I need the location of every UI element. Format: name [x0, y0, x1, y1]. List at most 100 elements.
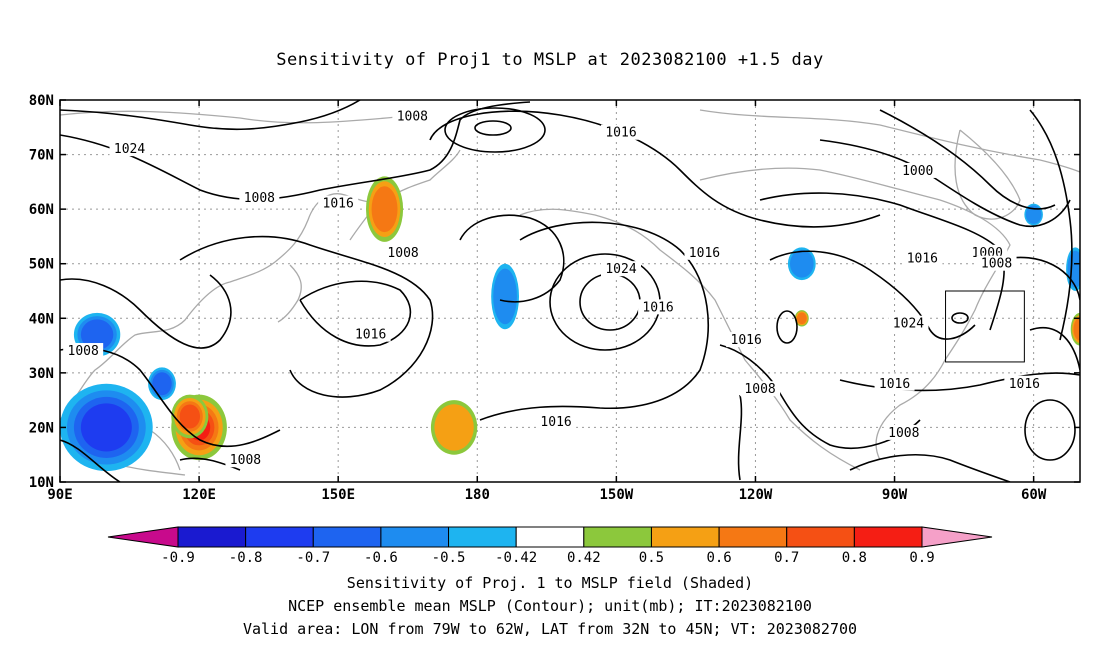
contour-label: 1024 [605, 262, 636, 277]
contour-line [951, 312, 969, 324]
colorbar-label: 0.7 [774, 550, 799, 566]
contour-label: 1016 [323, 197, 354, 212]
colorbar-label: 0.5 [639, 550, 664, 566]
contour-label-bg [383, 244, 424, 260]
contour-label-bg [874, 375, 915, 391]
contour-line [719, 344, 921, 449]
contour-label-bg [318, 195, 359, 211]
contour-label-bg [109, 141, 150, 157]
x-tick-label: 90W [882, 487, 908, 503]
footer-line-3: Valid area: LON from 79W to 62W, LAT fro… [242, 620, 858, 638]
contour-line [179, 235, 434, 398]
sensitivity-patch [371, 186, 398, 233]
colorbar-swatch [650, 526, 720, 548]
contour-line [479, 221, 709, 421]
y-tick-label: 10N [29, 475, 54, 491]
x-tick-label: 150E [321, 487, 355, 503]
colorbar-label: 0.9 [909, 550, 934, 566]
y-tick-label: 20N [29, 420, 54, 436]
colorbar-label: 0.8 [842, 550, 867, 566]
contour-label: 1024 [893, 317, 924, 332]
sensitivity-patch [179, 404, 201, 429]
colorbar-label: -0.42 [495, 550, 537, 566]
contour-label-bg [888, 315, 929, 331]
colorbar-label: -0.8 [229, 550, 263, 566]
sensitivity-patch [152, 372, 172, 396]
x-tick-label: 90E [47, 487, 72, 503]
contour-label: 1016 [689, 246, 720, 261]
contour-label: 1008 [68, 344, 99, 359]
colorbar-swatch [515, 526, 585, 548]
contour-line [60, 274, 232, 349]
x-tick-label: 120W [739, 487, 773, 503]
y-tick-label: 70N [29, 148, 54, 164]
contour-line [299, 280, 412, 347]
sensitivity-patch [80, 319, 114, 350]
contour-line [737, 394, 743, 481]
colorbar-swatch [177, 526, 247, 548]
contour-label: 1008 [230, 453, 261, 468]
contour-line [429, 110, 881, 228]
contour-line [60, 100, 361, 131]
colorbar-label: -0.5 [432, 550, 466, 566]
contour-label-bg [638, 299, 679, 315]
contour-line [849, 454, 1011, 482]
y-tick-label: 50N [29, 257, 54, 273]
contour-label-bg [976, 255, 1017, 271]
contour-label: 1008 [397, 109, 428, 124]
y-tick-label: 80N [29, 93, 54, 109]
colorbar-swatch [853, 526, 923, 548]
coastline-alaska [519, 208, 861, 471]
contour-line [1029, 109, 1073, 341]
sensitivity-patch [796, 312, 807, 325]
contour-label: 1016 [879, 377, 910, 392]
chart-title: Sensitivity of Proj1 to MSLP at 20230821… [276, 50, 824, 70]
sensitivity-patch [80, 403, 132, 452]
y-tick-label: 30N [29, 366, 54, 382]
contour-label-bg [601, 124, 641, 140]
contour-line [776, 310, 798, 344]
sensitivity-patch [434, 404, 474, 451]
valid-area-box [945, 290, 1025, 363]
contour-label-bg [897, 162, 938, 178]
coastline-japan [277, 264, 302, 323]
contour-line [819, 139, 1071, 227]
contour-label-bg [684, 244, 725, 260]
contour-label: 1008 [981, 257, 1012, 272]
contour-label: 1024 [114, 142, 145, 157]
sensitivity-patch [789, 249, 814, 278]
contour-line [60, 101, 531, 201]
colorbar-high-arrow [921, 526, 993, 548]
colorbar: -0.9 -0.8 -0.7 -0.6 -0.5 -0.42 0.42 0.5 0.6 0.7 0.… [107, 526, 993, 566]
mslp-contours [60, 100, 1080, 482]
contour-label-bg [883, 424, 924, 440]
footer-line-1: Sensitivity of Proj. 1 to MSLP field (Sh… [346, 574, 754, 592]
contour-label: 1008 [744, 382, 775, 397]
contour-label-bg [350, 326, 391, 342]
coastline-greenland [954, 129, 1021, 220]
sensitivity-patch [1073, 317, 1080, 341]
contour-label-bg [536, 413, 577, 429]
sensitivity-patch [1025, 205, 1042, 224]
contour-label: 1008 [244, 191, 275, 206]
axes: 90E 120E 150E 180 150W 120W 90W 60W 10N 20N 30N 40N… [29, 93, 1080, 503]
contour-label: 1016 [1009, 377, 1040, 392]
colorbar-label: -0.7 [296, 550, 330, 566]
colorbar-swatch [245, 526, 314, 548]
contour-label-bg [1004, 375, 1045, 391]
contour-line [759, 192, 1005, 331]
contour-label-bg [225, 452, 266, 468]
contour-label: 1016 [731, 333, 762, 348]
coastline-north-america [699, 167, 1011, 461]
colorbar-label: -0.9 [161, 550, 195, 566]
contour-label: 1000 [902, 164, 933, 179]
colorbar-swatch [583, 526, 652, 548]
contour-line [879, 109, 1056, 210]
x-tick-label: 180 [465, 487, 490, 503]
colorbar-swatch [448, 526, 517, 548]
contour-line [60, 439, 241, 482]
contour-label-bg [740, 381, 781, 397]
plot-frame [59, 99, 1081, 483]
x-tick-label: 60W [1021, 487, 1047, 503]
contour-label-bg [601, 261, 641, 277]
